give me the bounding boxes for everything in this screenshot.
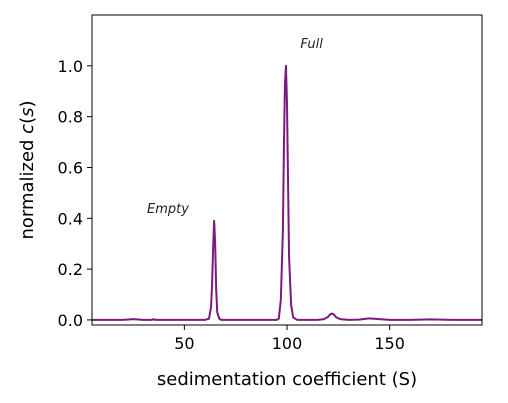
- annotation-label: Full: [300, 37, 323, 52]
- x-axis-label: sedimentation coefficient (S): [157, 369, 417, 390]
- x-tick-label: 150: [374, 334, 405, 353]
- y-tick-label: 0.2: [58, 260, 83, 279]
- y-axis-label: normalized c(s): [17, 100, 38, 239]
- annotations: Empty Full: [147, 37, 323, 217]
- y-tick-label: 0.8: [58, 108, 83, 127]
- annotation-label: Empty: [147, 202, 189, 217]
- ticks: 50 100 150 0.0 0.2 0.4 0.6 0.8 1.0: [58, 57, 405, 353]
- x-tick-label: 100: [272, 334, 303, 353]
- series-group: [92, 64, 482, 321]
- y-tick-label: 0.6: [58, 158, 83, 177]
- series-line: [92, 64, 482, 321]
- y-tick-label: 0.4: [58, 209, 83, 228]
- x-tick-label: 50: [174, 334, 194, 353]
- y-tick-label: 0.0: [58, 311, 83, 330]
- plot-frame: [91, 14, 483, 326]
- y-tick-label: 1.0: [58, 57, 83, 76]
